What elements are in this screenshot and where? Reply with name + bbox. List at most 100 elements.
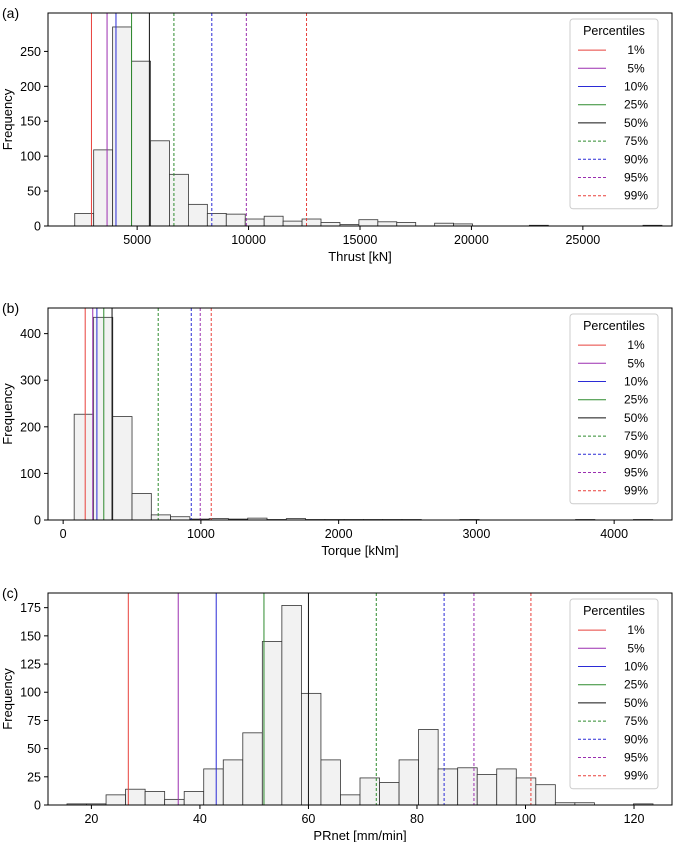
legend-entry-label: 75% [624, 714, 648, 728]
histogram-bar [282, 220, 303, 227]
legend-entry-label: 50% [624, 116, 648, 130]
histogram-bar [206, 213, 227, 227]
x-tick-label: 3000 [462, 527, 490, 541]
legend-title: Percentiles [583, 604, 645, 618]
histogram-bar [203, 768, 224, 806]
legend-entry-label: 99% [624, 769, 648, 783]
histogram-bar [261, 641, 283, 806]
y-tick-label: 150 [20, 629, 41, 643]
histogram-bar [105, 794, 126, 806]
x-tick-label: 10000 [231, 233, 266, 247]
y-tick-label: 75 [27, 714, 41, 728]
legend: Percentiles 1% 5% 10% 25% 50% 75% 90% 95% 99% [569, 598, 659, 790]
histogram-bar [225, 213, 246, 227]
y-tick-label: 300 [20, 374, 41, 388]
y-tick-label: 50 [27, 185, 41, 199]
legend-entry-label: 1% [627, 43, 645, 57]
histogram-bar [112, 416, 133, 521]
x-tick-label: 25000 [565, 233, 600, 247]
y-axis-label: Frequency [0, 668, 15, 730]
histogram-bar [150, 514, 171, 521]
legend-title: Percentiles [583, 319, 645, 333]
legend-entry-label: 50% [624, 411, 648, 425]
legend-entry-label: 90% [624, 732, 648, 746]
y-tick-label: 250 [20, 45, 41, 59]
x-tick-label: 20000 [454, 233, 489, 247]
legend-entry-label: 25% [624, 393, 648, 407]
y-tick-label: 0 [34, 514, 41, 528]
x-tick-label: 15000 [343, 233, 378, 247]
histogram-bar [535, 784, 556, 806]
histogram-bar [187, 203, 208, 227]
legend-entry-label: 1% [627, 623, 645, 637]
histogram-bar [320, 222, 341, 227]
y-tick-label: 25 [27, 770, 41, 784]
histogram-bar [281, 605, 302, 806]
x-tick-label: 0 [60, 527, 67, 541]
panel-1: (a) 5000 10000 15000 20000 25000 0 50 100 150 200 2… [0, 5, 673, 264]
legend-entry-label: 75% [624, 134, 648, 148]
histogram-bar [396, 222, 417, 227]
histogram-bar [144, 791, 166, 806]
histogram-bar [377, 221, 398, 227]
x-tick-label: 80 [410, 812, 424, 826]
histogram-bar [242, 732, 263, 806]
legend: Percentiles 1% 5% 10% 25% 50% 75% 90% 95% 99% [569, 18, 659, 210]
x-tick-label: 4000 [600, 527, 628, 541]
legend-entry-label: 25% [624, 678, 648, 692]
y-tick-label: 200 [20, 420, 41, 434]
y-axis-label: Frequency [0, 383, 15, 445]
legend-title: Percentiles [583, 24, 645, 38]
histogram-bar [73, 413, 94, 521]
y-tick-label: 100 [20, 686, 41, 700]
x-tick-label: 1000 [187, 527, 215, 541]
histogram-bar [222, 759, 244, 806]
legend-entry-label: 99% [624, 484, 648, 498]
panel-label: (b) [2, 300, 19, 316]
legend-box [569, 18, 659, 210]
histogram-bar [263, 215, 284, 227]
legend-entry-label: 5% [627, 641, 645, 655]
legend-entry-label: 90% [624, 447, 648, 461]
histogram-bar [398, 759, 420, 806]
x-axis-label: Thrust [kN] [328, 249, 392, 264]
y-tick-label: 150 [20, 115, 41, 129]
histogram-bar [74, 213, 95, 227]
y-axis-label: Frequency [0, 88, 15, 150]
x-tick-label: 100 [515, 812, 536, 826]
y-tick-label: 100 [20, 467, 41, 481]
legend-entry-label: 10% [624, 80, 648, 94]
histogram-bar [515, 777, 537, 806]
histogram-bar [93, 149, 114, 227]
histogram-bar [437, 768, 459, 806]
y-tick-label: 200 [20, 80, 41, 94]
y-tick-label: 100 [20, 150, 41, 164]
histogram-bar [131, 493, 152, 521]
histogram-bar [112, 26, 132, 227]
axes-frame [47, 592, 673, 806]
histogram-bar [340, 794, 361, 806]
histogram-bar [150, 140, 170, 227]
legend-entry-label: 50% [624, 696, 648, 710]
legend-box [569, 598, 659, 790]
panel-2: (b) 0 1000 2000 3000 4000 0 100 200 300 400 Torque … [0, 300, 673, 558]
legend-entry-label: 90% [624, 152, 648, 166]
y-tick-label: 0 [34, 220, 41, 234]
y-tick-label: 400 [20, 327, 41, 341]
x-axis-label: PRnet [mm/min] [313, 828, 406, 842]
panel-label: (c) [2, 585, 18, 601]
legend-entry-label: 95% [624, 171, 648, 185]
y-tick-label: 50 [27, 742, 41, 756]
legend-entry-label: 1% [627, 338, 645, 352]
axes-frame [47, 307, 673, 521]
legend-entry-label: 5% [627, 61, 645, 75]
histogram-bar [320, 759, 341, 806]
histogram-bar [131, 60, 151, 227]
x-axis-label: Torque [kNm] [321, 543, 398, 558]
histogram-bar [93, 316, 114, 521]
legend-entry-label: 99% [624, 189, 648, 203]
histogram-bar [183, 791, 205, 806]
legend-entry-label: 75% [624, 429, 648, 443]
legend-entry-label: 10% [624, 375, 648, 389]
